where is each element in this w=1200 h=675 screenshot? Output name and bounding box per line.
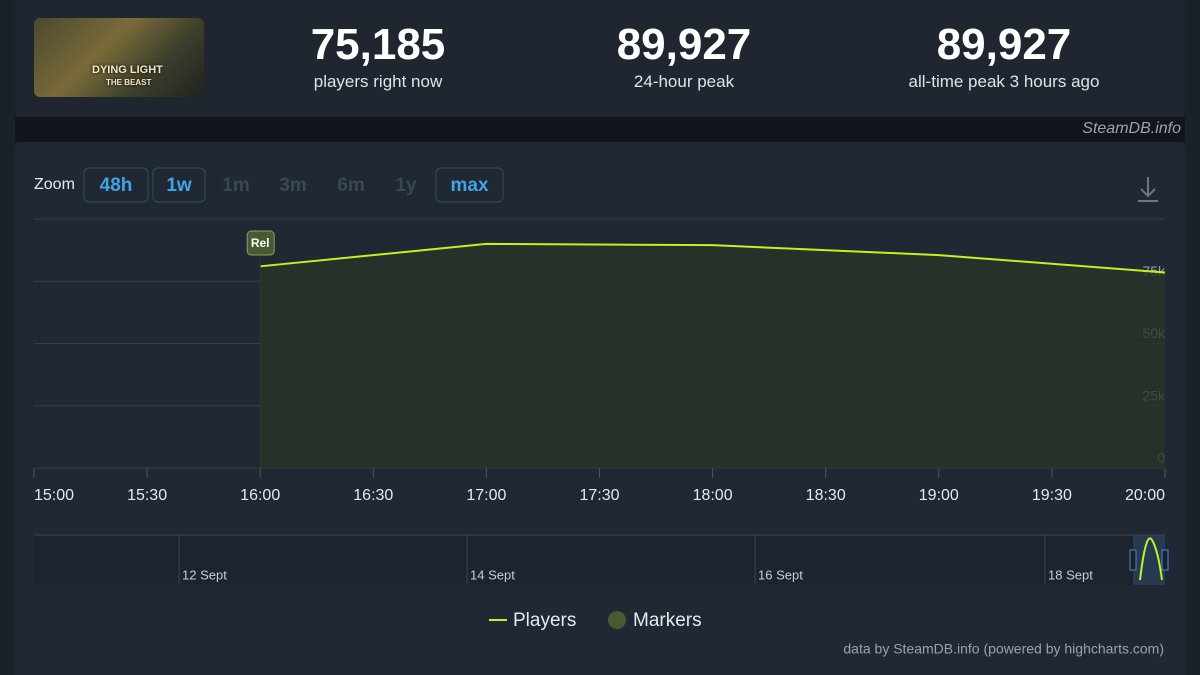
logo-text: DYING LIGHT [92, 64, 163, 76]
zoom-button-label[interactable]: 3m [279, 175, 306, 196]
stat-label: all-time peak 3 hours ago [908, 72, 1100, 91]
navigator [34, 535, 1165, 585]
zoom-button[interactable] [152, 167, 206, 203]
stat-value: 89,927 [936, 20, 1072, 69]
navigator-window[interactable] [1133, 535, 1165, 585]
marker-label: Rel [251, 236, 270, 250]
navigator-handle[interactable] [1129, 549, 1137, 571]
x-tick-label: 16:00 [240, 487, 280, 504]
x-tick-label: 19:30 [1032, 487, 1072, 504]
navigator-handle[interactable] [1161, 549, 1169, 571]
x-tick-label: 15:00 [34, 487, 74, 504]
header: DYING LIGHT THE BEAST 75,185 players righ… [15, 0, 1185, 117]
navigator-label: 14 Sept [470, 567, 515, 582]
x-tick-label: 16:30 [353, 487, 393, 504]
zoom-button[interactable] [83, 167, 149, 203]
stat-value: 75,185 [310, 20, 446, 69]
x-tick-label: 18:00 [693, 487, 733, 504]
stat-label: 24-hour peak [633, 72, 735, 91]
line [260, 242, 1166, 274]
zoom-button-label[interactable]: 1m [222, 175, 249, 196]
download-icon[interactable] [1138, 177, 1158, 202]
logo-text: THE BEAST [106, 78, 152, 87]
navigator-label: 18 Sept [1048, 567, 1093, 582]
zoom-button-label[interactable]: 48h [100, 175, 133, 196]
zoom-button-label[interactable]: 1w [166, 175, 192, 196]
x-tick-label: 17:00 [466, 487, 506, 504]
navigator-label: 12 Sept [182, 567, 227, 582]
zoom-button-label[interactable]: 6m [337, 175, 364, 196]
x-tick-label: 15:30 [127, 487, 167, 504]
credits[interactable]: data by SteamDB.info (powered by highcha… [843, 641, 1164, 657]
area [260, 243, 1165, 468]
navigator-line [1139, 537, 1163, 581]
watermark-strip: SteamDB.info [15, 117, 1185, 142]
x-tick-label: 17:30 [579, 487, 619, 504]
zoom-button-label[interactable]: max [450, 175, 488, 196]
game-logo[interactable]: DYING LIGHT THE BEAST [34, 18, 204, 97]
legend-entry[interactable]: Players [513, 610, 576, 631]
zoom-label: Zoom [34, 176, 75, 193]
stat-value: 89,927 [616, 20, 752, 69]
navigator-label: 16 Sept [758, 567, 803, 582]
x-tick-label: 20:00 [1125, 487, 1165, 504]
stat: 89,927 24-hour peak [554, 20, 814, 92]
legend-entry[interactable]: Markers [633, 610, 702, 631]
legend-symbol [608, 611, 626, 629]
stat-label: players right now [313, 72, 443, 91]
stat: 89,927 all-time peak 3 hours ago [874, 20, 1134, 92]
x-tick-label: 18:30 [806, 487, 846, 504]
watermark: SteamDB.info [1082, 120, 1181, 137]
x-tick-label: 19:00 [919, 487, 959, 504]
marker-flag[interactable] [246, 230, 275, 256]
zoom-button[interactable] [435, 167, 504, 203]
stat: 75,185 players right now [248, 20, 508, 92]
zoom-button-label[interactable]: 1y [395, 175, 417, 196]
